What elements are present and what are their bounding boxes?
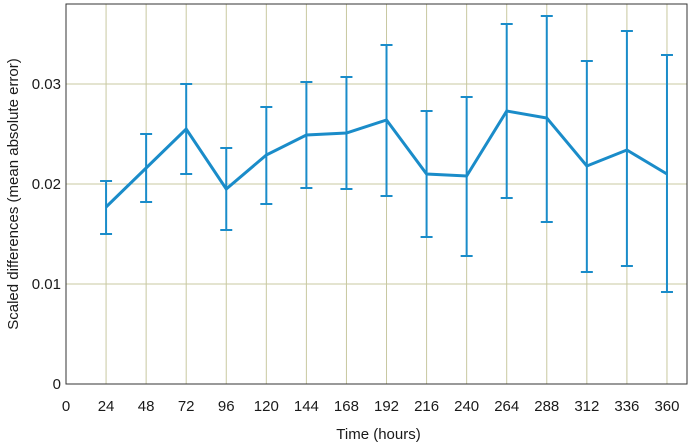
x-tick-label: 48 bbox=[138, 398, 155, 415]
y-tick-label: 0.03 bbox=[32, 76, 61, 93]
x-tick-label: 264 bbox=[494, 398, 519, 415]
error-bar bbox=[100, 180, 113, 235]
x-tick-label: 240 bbox=[454, 398, 479, 415]
x-tick-label: 72 bbox=[178, 398, 195, 415]
x-tick-label: 192 bbox=[374, 398, 399, 415]
x-tick-label: 360 bbox=[654, 398, 679, 415]
y-tick-label: 0.02 bbox=[32, 176, 61, 193]
x-tick-label: 120 bbox=[254, 398, 279, 415]
x-tick-label: 144 bbox=[294, 398, 319, 415]
x-tick-label: 96 bbox=[218, 398, 235, 415]
x-tick-label: 0 bbox=[62, 398, 70, 415]
plot-frame bbox=[65, 3, 688, 385]
x-axis-title: Time (hours) bbox=[336, 426, 420, 443]
x-tick-label: 336 bbox=[614, 398, 639, 415]
x-tick-label: 24 bbox=[98, 398, 115, 415]
y-axis-title: Scaled differences (mean absolute error) bbox=[5, 58, 22, 330]
x-tick-label: 168 bbox=[334, 398, 359, 415]
y-tick-label: 0.01 bbox=[32, 276, 61, 293]
x-tick-label: 288 bbox=[534, 398, 559, 415]
series-line bbox=[105, 109, 668, 209]
x-tick-label: 312 bbox=[574, 398, 599, 415]
y-tick-label: 0 bbox=[53, 376, 61, 393]
x-tick-label: 216 bbox=[414, 398, 439, 415]
